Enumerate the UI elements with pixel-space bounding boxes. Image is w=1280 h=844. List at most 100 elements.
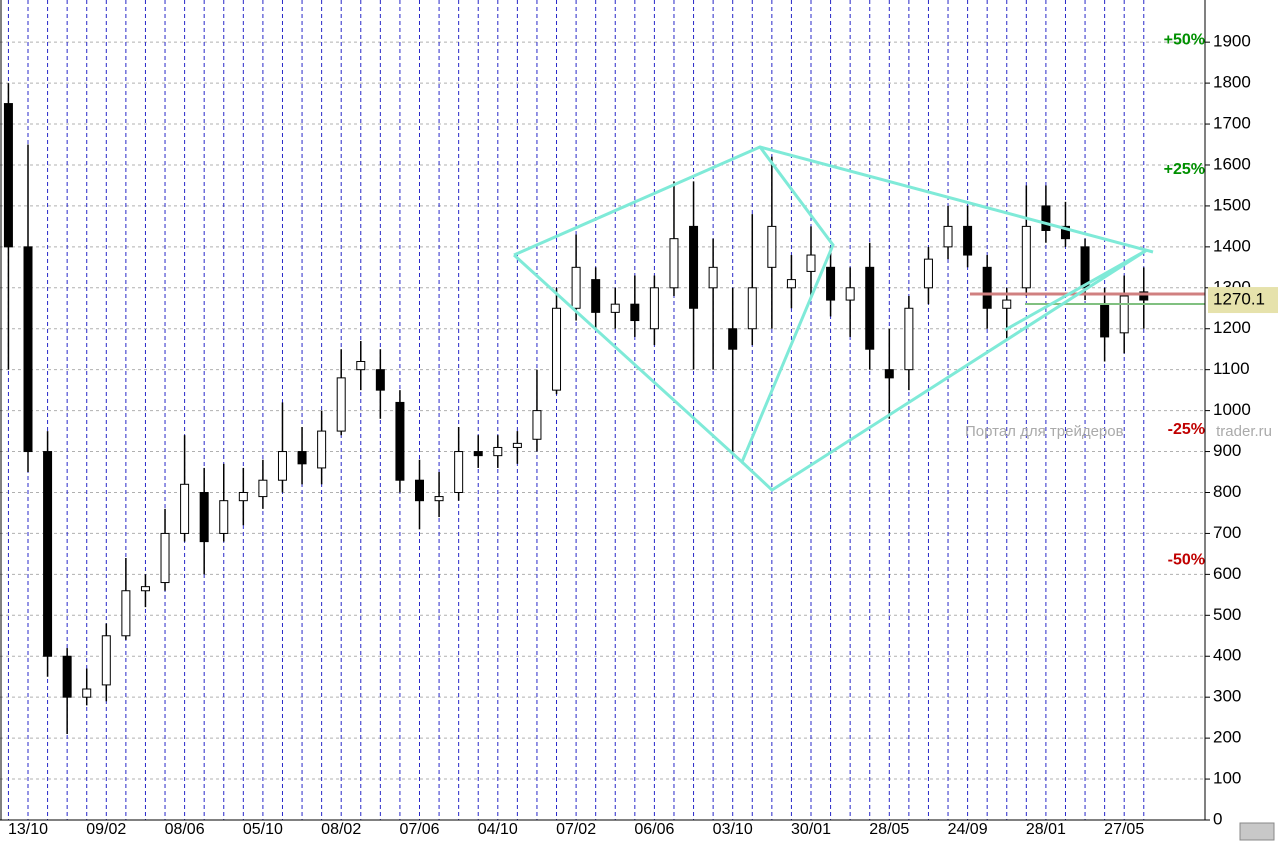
candle-body xyxy=(649,287,659,330)
candle-body xyxy=(669,238,679,289)
candle-body xyxy=(82,688,92,698)
candle-body xyxy=(62,655,72,698)
y-tick-label: 1200 xyxy=(1213,318,1251,337)
candle-body xyxy=(630,303,640,322)
x-tick-label: 30/01 xyxy=(791,821,831,838)
x-tick-label: 09/02 xyxy=(86,821,126,838)
percent-level: -25% xyxy=(1168,421,1205,438)
y-tick-label: 500 xyxy=(1213,605,1241,624)
candle-body xyxy=(375,369,385,391)
candle-body xyxy=(552,307,562,391)
candle-body xyxy=(689,225,699,309)
candle-body xyxy=(356,360,366,371)
candle-body xyxy=(473,451,483,457)
candle-body xyxy=(1021,225,1031,289)
y-tick-label: 300 xyxy=(1213,687,1241,706)
candle-body xyxy=(3,103,13,248)
x-tick-label: 08/02 xyxy=(321,821,361,838)
axes xyxy=(0,0,1210,821)
candle-body xyxy=(963,225,973,256)
y-tick-label: 200 xyxy=(1213,728,1241,747)
candle-body xyxy=(493,446,503,457)
x-tick-label: 07/06 xyxy=(399,821,439,838)
y-tick-label: 600 xyxy=(1213,564,1241,583)
x-tick-label: 24/09 xyxy=(948,821,988,838)
candle-body xyxy=(708,266,718,289)
candle-body xyxy=(1002,299,1012,309)
y-tick-label: 1400 xyxy=(1213,236,1251,255)
y-tick-label: 400 xyxy=(1213,646,1241,665)
y-tick-label: 900 xyxy=(1213,441,1241,460)
candle-body xyxy=(767,225,777,268)
candle-body xyxy=(845,287,855,301)
watermark: trader.ru xyxy=(1216,423,1272,440)
y-tick-label: 1100 xyxy=(1213,359,1250,378)
candle-body xyxy=(160,532,170,584)
last-price-box xyxy=(1208,287,1278,314)
candle-body xyxy=(591,279,601,313)
x-tick-label: 04/10 xyxy=(478,821,518,838)
candle-body xyxy=(23,246,33,453)
candle-body xyxy=(140,586,150,592)
candle-body xyxy=(943,225,953,248)
y-tick-label: 700 xyxy=(1213,523,1241,542)
x-tick-label: 05/10 xyxy=(243,821,283,838)
candle-body xyxy=(826,266,836,301)
candle-body xyxy=(610,303,620,313)
x-tick-label: 08/06 xyxy=(165,821,205,838)
y-tick-label: 1900 xyxy=(1213,32,1251,51)
candle-body xyxy=(395,401,405,481)
candle-body xyxy=(258,479,268,498)
candle-body xyxy=(121,590,131,637)
candle-body xyxy=(297,451,307,465)
y-tick-label: 100 xyxy=(1213,769,1241,788)
y-tick-label: 1500 xyxy=(1213,195,1251,214)
candle-body xyxy=(806,254,816,272)
candle-body xyxy=(571,266,581,309)
y-tick-label: 1700 xyxy=(1213,114,1251,133)
scroll-button[interactable] xyxy=(1239,822,1275,841)
candle-body xyxy=(1100,303,1110,338)
candle-body xyxy=(786,279,796,289)
candle-body xyxy=(277,451,287,481)
candles xyxy=(3,83,1149,735)
candle-body xyxy=(43,451,53,657)
percent-level: +25% xyxy=(1164,161,1205,178)
candle-body xyxy=(415,479,424,502)
last-price-label: 1270.1 xyxy=(1213,290,1265,309)
candle-body xyxy=(904,307,914,371)
candle-body xyxy=(1119,295,1129,334)
pattern-lines xyxy=(512,145,1154,492)
x-tick-label: 07/02 xyxy=(556,821,596,838)
candle-body xyxy=(923,258,933,289)
candle-body xyxy=(1080,246,1090,289)
y-tick-label: 1800 xyxy=(1213,73,1251,92)
candle-body xyxy=(238,491,248,502)
x-tick-label: 06/06 xyxy=(634,821,674,838)
candle-body xyxy=(747,287,757,330)
candle-body xyxy=(865,266,875,350)
y-tick-label: 1600 xyxy=(1213,154,1251,173)
y-tick-label: 0 xyxy=(1213,809,1222,828)
candle-body xyxy=(454,451,464,493)
x-tick-label: 13/10 xyxy=(8,821,48,838)
percent-level: +50% xyxy=(1164,31,1205,48)
candle-body xyxy=(180,483,190,534)
candle-body xyxy=(728,328,738,350)
y-tick-label: 800 xyxy=(1213,482,1241,501)
candle-body xyxy=(1041,205,1051,231)
candle-body xyxy=(101,635,111,686)
candle-body xyxy=(199,491,209,543)
watermark: Портал для трейдеров xyxy=(965,423,1124,440)
candle-body xyxy=(336,377,346,432)
candle-body xyxy=(219,500,229,534)
x-tick-label: 03/10 xyxy=(713,821,753,838)
candle-body xyxy=(434,496,444,502)
candle-body xyxy=(1139,291,1149,301)
candle-body xyxy=(982,266,992,309)
candle-body xyxy=(317,430,327,469)
percent-level: -50% xyxy=(1168,551,1205,568)
y-tick-label: 1000 xyxy=(1213,400,1251,419)
